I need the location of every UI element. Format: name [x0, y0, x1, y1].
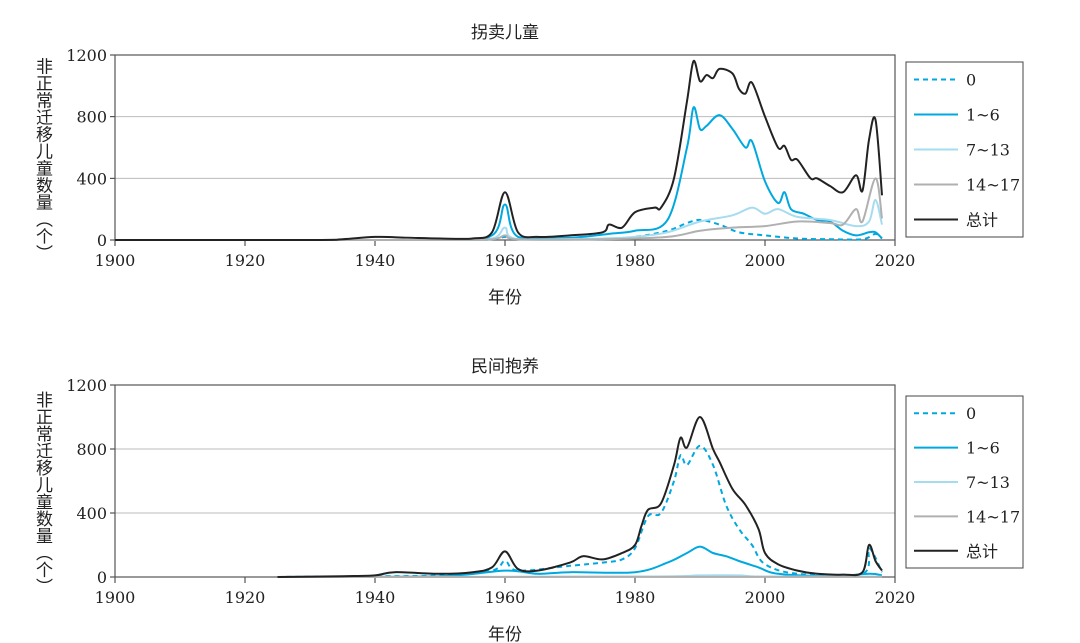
series-line-3: [115, 198, 883, 242]
y-tick-label: 400: [76, 504, 107, 523]
y-axis-label: 非正常迁移儿童数量（个）: [32, 391, 53, 595]
series-line-1: [115, 218, 883, 242]
x-tick-label: 2000: [745, 251, 786, 270]
x-tick-label: 1980: [615, 588, 656, 607]
plot-frame: [114, 384, 896, 578]
y-tick-label: 0: [97, 231, 107, 250]
legend-label: 1~6: [966, 439, 1000, 458]
legend-label: 总计: [966, 542, 998, 561]
legend-label: 7~13: [966, 141, 1010, 160]
legend-label: 总计: [966, 211, 998, 230]
y-tick-label: 1200: [66, 46, 107, 65]
x-tick-label: 1960: [485, 251, 526, 270]
series-line-4: [115, 177, 883, 242]
x-axis-label: 年份: [488, 288, 522, 308]
x-tick-label: 1900: [95, 588, 136, 607]
y-tick-label: 800: [76, 108, 107, 127]
chart-title: 拐卖儿童: [471, 23, 539, 43]
x-tick-label: 1960: [485, 588, 526, 607]
series-line-5: [115, 59, 883, 242]
legend-label: 7~13: [966, 473, 1010, 492]
x-tick-label: 1940: [355, 251, 396, 270]
x-tick-label: 1920: [225, 251, 266, 270]
series-line-5: [277, 416, 883, 578]
x-tick-label: 1940: [355, 588, 396, 607]
x-tick-label: 2020: [875, 251, 916, 270]
legend-label: 0: [966, 404, 976, 423]
series-line-2: [277, 545, 883, 578]
legend-label: 14~17: [966, 176, 1020, 195]
legend-label: 1~6: [966, 106, 1000, 125]
y-tick-label: 800: [76, 440, 107, 459]
series-line-2: [115, 106, 883, 242]
y-tick-label: 400: [76, 169, 107, 188]
chart-title: 民间抱养: [471, 357, 539, 377]
x-axis-label: 年份: [488, 625, 522, 643]
series-line-1: [277, 444, 883, 578]
x-tick-label: 2000: [745, 588, 786, 607]
chart-panel-2: 民间抱养 0 400 800 1200 1900 1920 1940 1960 1980 2000 2…: [32, 357, 1024, 643]
x-tick-label: 1980: [615, 251, 656, 270]
y-tick-label: 1200: [66, 376, 107, 395]
legend-label: 14~17: [966, 507, 1020, 526]
x-tick-label: 2020: [875, 588, 916, 607]
chart-panel-1: 拐卖儿童 0 400 800 1200 1900 1920 1940 1960 1980 2000 2…: [32, 23, 1024, 308]
y-axis-label: 非正常迁移儿童数量（个）: [32, 57, 53, 261]
x-tick-label: 1920: [225, 588, 266, 607]
y-tick-label: 0: [97, 568, 107, 587]
legend-label: 0: [966, 71, 976, 90]
plot-frame: [114, 54, 896, 241]
x-tick-label: 1900: [95, 251, 136, 270]
